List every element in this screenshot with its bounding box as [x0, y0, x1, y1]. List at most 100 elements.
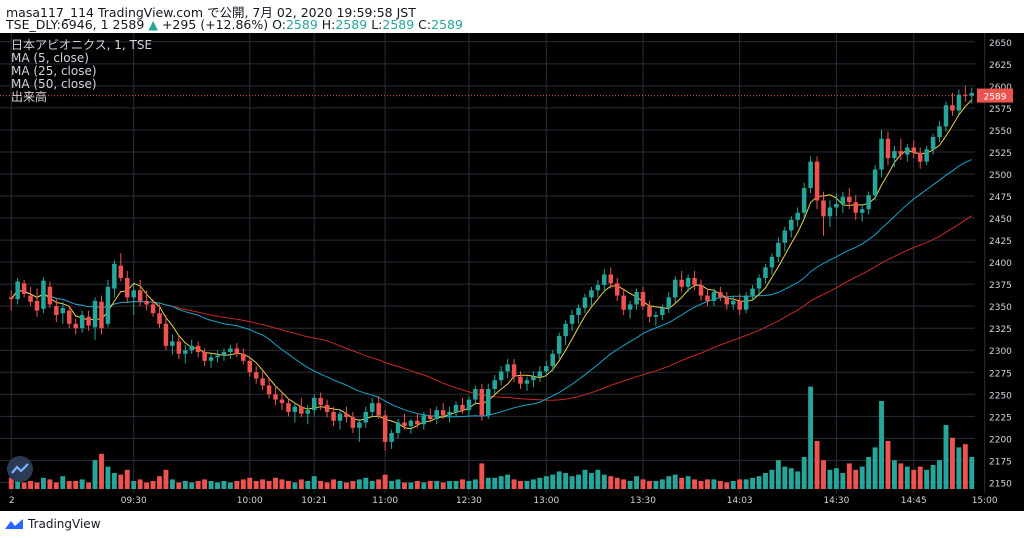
candle-body	[299, 406, 304, 414]
volume-bar	[711, 479, 717, 489]
tradingview-brand[interactable]: TradingView	[4, 517, 101, 531]
volume-bar	[969, 457, 975, 489]
close-label: C:	[418, 17, 432, 32]
candle-body	[318, 397, 323, 405]
candle-body	[705, 295, 710, 301]
volume-bar	[672, 474, 678, 489]
volume-bar	[47, 479, 53, 489]
volume-bar	[105, 466, 111, 489]
volume-bar	[763, 473, 768, 489]
candle-body	[331, 411, 336, 421]
chart-area[interactable]: 2150 2175 2200 2225 2250 2275 2300 2325 2350 2375…	[0, 33, 1024, 511]
y-tick-label: 2525	[989, 149, 1012, 159]
volume-bar	[750, 477, 756, 489]
candle-body	[917, 152, 923, 162]
candle-body	[950, 105, 955, 111]
candle-body	[679, 279, 684, 287]
volume-bar	[324, 482, 330, 489]
legend-volume[interactable]: 出来高	[11, 90, 48, 104]
candle-body	[666, 297, 672, 308]
legend-symbol[interactable]: 日本アビオニクス, 1, TSE	[11, 38, 153, 52]
x-tick-label: 13:00	[533, 496, 559, 506]
price-change: +295 (+12.86%)	[161, 17, 269, 32]
candle-body	[428, 415, 433, 419]
candle-body	[627, 304, 633, 310]
candle-body	[195, 345, 201, 353]
volume-bar	[518, 481, 523, 489]
volume-bar	[833, 468, 839, 489]
candle-body	[924, 149, 929, 162]
legend-ma50[interactable]: MA (50, close)	[11, 77, 97, 91]
volume-bar	[305, 481, 311, 489]
low-label: L:	[371, 17, 383, 32]
volume-bar	[653, 481, 659, 489]
candle-body	[614, 283, 620, 296]
indicator-legend: 日本アビオニクス, 1, TSE MA (5, close) MA (25, c…	[11, 39, 152, 104]
volume-bar	[827, 469, 833, 489]
volume-bar	[337, 481, 343, 489]
candle-body	[698, 285, 704, 296]
candle-body	[885, 138, 891, 159]
candle-body	[602, 274, 607, 286]
volume-bar	[466, 481, 472, 489]
candle-body	[737, 300, 742, 310]
y-tick-label: 2275	[989, 369, 1012, 379]
volume-bar	[356, 479, 362, 489]
volume-bar	[402, 482, 407, 489]
volume-bar	[157, 476, 162, 489]
volume-bar	[163, 469, 169, 489]
x-tick-label: 11:00	[372, 496, 398, 506]
candle-body	[286, 403, 291, 412]
volume-bar	[530, 479, 536, 489]
candle-body	[647, 306, 652, 317]
candle-body	[150, 304, 156, 314]
candle-body	[415, 420, 420, 425]
candle-body	[589, 290, 594, 298]
volume-bar	[111, 473, 117, 489]
legend-ma5[interactable]: MA (5, close)	[11, 51, 89, 65]
candle-body	[8, 297, 14, 300]
candle-body	[125, 277, 130, 298]
y-tick-label: 2575	[989, 105, 1012, 115]
candle-body	[692, 277, 697, 286]
volume-bar	[550, 474, 556, 489]
candle-body	[685, 277, 691, 287]
volume-bar	[885, 441, 891, 489]
volume-bar	[285, 481, 291, 489]
legend-ma25[interactable]: MA (25, close)	[11, 64, 97, 78]
open-label: O:	[272, 17, 286, 32]
candle-body	[176, 341, 182, 354]
volume-bar	[614, 477, 620, 489]
volume-bar	[576, 474, 581, 489]
candle-body	[402, 422, 407, 427]
chart-footer: TradingView	[0, 511, 1024, 538]
candle-body	[550, 353, 555, 367]
publish-info: masa117_114 TradingView.com で公開, 7月 02, …	[6, 5, 416, 20]
candle-body	[221, 352, 227, 356]
volume-bar	[775, 460, 781, 489]
candle-body	[86, 316, 91, 326]
volume-bar	[215, 482, 220, 489]
volume-bar	[563, 473, 569, 489]
volume-bar	[460, 479, 465, 489]
candle-body	[963, 94, 968, 96]
candle-body	[369, 403, 375, 412]
candle-body	[634, 292, 639, 305]
volume-bar	[666, 476, 672, 489]
candle-body	[92, 300, 98, 328]
volume-bar	[260, 479, 266, 489]
volume-bar	[350, 481, 356, 489]
volume-bar	[266, 481, 272, 489]
high-value: 2589	[335, 17, 368, 32]
volume-bar	[292, 482, 298, 489]
candle-body	[163, 323, 169, 346]
candle-body	[492, 380, 497, 390]
price-chart[interactable]: 2150 2175 2200 2225 2250 2275 2300 2325 2350 2375…	[0, 33, 1024, 511]
tradingview-badge-icon[interactable]	[7, 456, 33, 482]
candle-body	[498, 371, 504, 381]
volume-bar	[659, 479, 665, 489]
candle-body	[311, 397, 317, 411]
volume-bar	[137, 479, 143, 489]
candle-body	[853, 202, 858, 213]
candle-body	[292, 406, 298, 412]
